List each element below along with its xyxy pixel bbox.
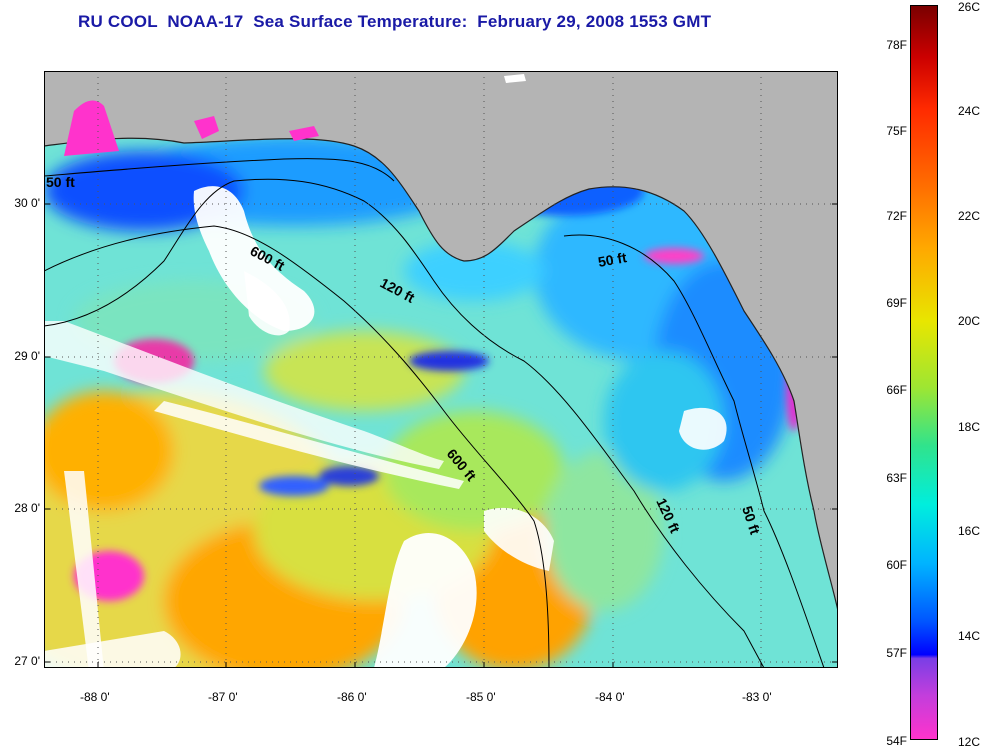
colorbar-label-18c: 18C <box>958 420 981 434</box>
contour-50ft-east <box>563 234 825 668</box>
colorbar-label-24c: 24C <box>958 104 981 118</box>
depth-contours <box>44 158 825 668</box>
lat-label-27: 27 0' <box>14 654 40 668</box>
axis-ticks <box>44 203 838 668</box>
colorbar-label-66f: 66F <box>886 383 907 397</box>
temperature-colorbar <box>910 5 938 740</box>
colorbar-label-20c: 20C <box>958 314 981 328</box>
contour-120ft <box>44 178 765 668</box>
lon-label-85: -85 0' <box>466 690 496 704</box>
colorbar-label-16c: 16C <box>958 524 981 538</box>
cloud-cover <box>44 186 727 668</box>
lon-label-87: -87 0' <box>208 690 238 704</box>
lon-label-84: -84 0' <box>595 690 625 704</box>
sst-map-svg: 50 ft 600 ft 120 ft 50 ft 600 ft 120 ft … <box>44 71 838 668</box>
page-title: RU COOL NOAA-17 Sea Surface Temperature:… <box>78 12 712 31</box>
contour-50ft-west <box>44 158 395 182</box>
colorbar-label-26c: 26C <box>958 0 981 14</box>
colorbar-label-12c: 12C <box>958 735 981 749</box>
colorbar-label-78f: 78F <box>886 38 907 52</box>
colorbar-label-69f: 69F <box>886 296 907 310</box>
colorbar-label-72f: 72F <box>886 209 907 223</box>
graticule <box>44 71 838 668</box>
map-frame <box>44 71 838 668</box>
colorbar-label-63f: 63F <box>886 471 907 485</box>
colorbar-label-14c: 14C <box>958 629 981 643</box>
contour-label-50ft-east-north: 50 ft <box>597 249 628 270</box>
colorbar-label-60f: 60F <box>886 558 907 572</box>
lat-label-29: 29 0' <box>14 349 40 363</box>
contour-600ft <box>44 225 550 668</box>
sst-map: 50 ft 600 ft 120 ft 50 ft 600 ft 120 ft … <box>44 71 838 668</box>
lat-label-28: 28 0' <box>14 501 40 515</box>
lat-label-30: 30 0' <box>14 196 40 210</box>
contour-label-50ft-west: 50 ft <box>46 174 75 190</box>
colorbar-label-57f: 57F <box>886 646 907 660</box>
lon-label-86: -86 0' <box>337 690 367 704</box>
lon-label-88: -88 0' <box>80 690 110 704</box>
colorbar-label-22c: 22C <box>958 209 981 223</box>
lon-label-83: -83 0' <box>742 690 772 704</box>
colorbar-label-54f: 54F <box>886 734 907 748</box>
colorbar-label-75f: 75F <box>886 124 907 138</box>
